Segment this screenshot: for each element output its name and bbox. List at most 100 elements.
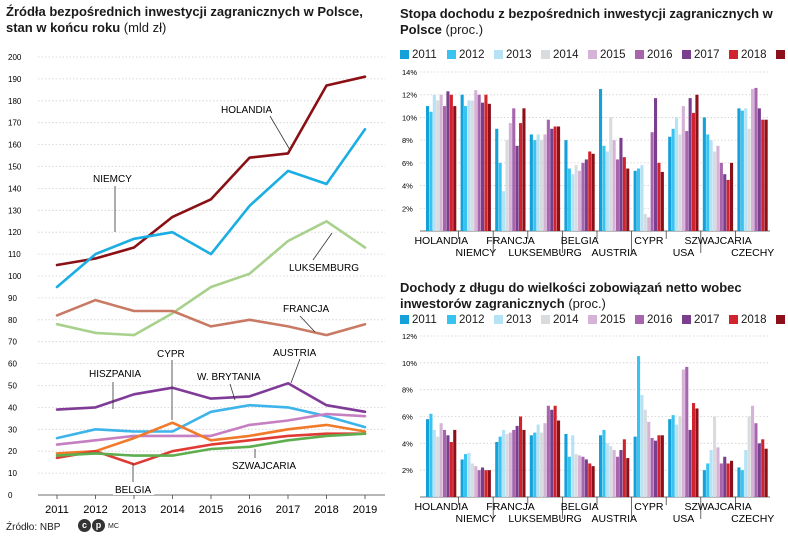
bar-2012-usa bbox=[671, 128, 675, 231]
y-tick-label: 12% bbox=[402, 332, 417, 341]
series-label-holandia: HOLANDIA bbox=[221, 105, 272, 116]
bar-2015-austria bbox=[612, 140, 616, 231]
bar-2016-belgia bbox=[581, 456, 585, 497]
bar-2018-austria bbox=[622, 157, 626, 231]
bar-2012-czechy bbox=[740, 470, 744, 497]
bar-2016-cypr bbox=[650, 132, 654, 231]
bar-2015-usa bbox=[681, 106, 685, 231]
y-tick-label: 30 bbox=[8, 425, 17, 434]
series-line-austria bbox=[55, 381, 367, 414]
bar-2011-francja bbox=[495, 441, 499, 497]
bar-2019-cypr bbox=[660, 435, 664, 497]
legend-label: 2012 bbox=[459, 49, 485, 61]
legend-swatch bbox=[588, 50, 597, 59]
bar-2011-niemcy bbox=[460, 94, 464, 232]
y-tick-label: 6% bbox=[402, 413, 413, 422]
bar-2018-usa bbox=[692, 403, 696, 497]
bar-2019-luksemburg bbox=[557, 126, 561, 231]
series-label-szwajcaria: SZWAJCARIA bbox=[232, 461, 296, 472]
bar-2015-belgia bbox=[578, 170, 582, 231]
bar-2012-luksemburg bbox=[533, 432, 537, 497]
bar-2012-cypr bbox=[637, 168, 641, 231]
bar-2017-szwajcaria bbox=[723, 456, 727, 497]
legend-label: 2015 bbox=[600, 314, 626, 326]
bar-2011-szwajcaria bbox=[702, 117, 706, 231]
legend-label: 2017 bbox=[694, 314, 720, 326]
bar-2015-holandia bbox=[439, 423, 443, 497]
y-tick-label: 20 bbox=[8, 447, 17, 456]
y-tick-label: 0 bbox=[8, 491, 13, 500]
bar-2011-luksemburg bbox=[529, 134, 533, 231]
bar-2018-czechy bbox=[761, 439, 765, 497]
top-right-chart-title-text: Stopa dochodu z bezpośrednich inwestycji… bbox=[400, 6, 773, 37]
legend-label: 2013 bbox=[506, 314, 532, 326]
bar-2014-holandia bbox=[436, 436, 440, 498]
bar-2015-czechy bbox=[751, 405, 755, 497]
bar-2012-belgia bbox=[567, 168, 571, 231]
bar-2016-luksemburg bbox=[546, 405, 550, 497]
label-background-luksemburg bbox=[287, 262, 353, 273]
bar-2015-francja bbox=[508, 432, 512, 497]
series-line-hiszpania bbox=[55, 412, 367, 446]
bar-2014-belgia bbox=[574, 165, 578, 231]
bottom-right-chart-title-text: Dochody z długu do wielkości zobowiązań … bbox=[400, 280, 742, 311]
x-tick-label: 2016 bbox=[237, 504, 261, 516]
bar-2015-francja bbox=[508, 123, 512, 231]
series-label-belgia: BELGIA bbox=[115, 485, 151, 496]
y-tick-label: 140 bbox=[8, 184, 22, 193]
bar-2018-luksemburg bbox=[553, 405, 557, 497]
legend-item-2016: 2016 bbox=[635, 313, 673, 327]
bar-2013-austria bbox=[605, 151, 609, 231]
legend-item-2013: 2013 bbox=[494, 48, 532, 62]
bar-2012-cypr bbox=[637, 356, 641, 498]
bar-2011-szwajcaria bbox=[702, 470, 706, 497]
legend-item-2015: 2015 bbox=[588, 48, 626, 62]
bar-2013-czechy bbox=[744, 108, 748, 231]
bar-2011-holandia bbox=[426, 419, 430, 497]
p-logo-icon: p bbox=[92, 519, 105, 532]
category-label-niemcy: NIEMCY bbox=[455, 513, 496, 525]
bar-2014-szwajcaria bbox=[713, 151, 717, 231]
leader-line-luksemburg bbox=[312, 232, 333, 261]
bottom-right-chart-title: Dochody z długu do wielkości zobowiązań … bbox=[400, 280, 780, 312]
bar-2013-francja bbox=[502, 429, 506, 497]
bar-2017-cypr bbox=[654, 440, 658, 497]
category-label-cypr: CYPR bbox=[634, 501, 664, 513]
bar-2018-usa bbox=[692, 112, 696, 231]
bar-2015-luksemburg bbox=[543, 423, 547, 497]
series-label-francja: FRANCJA bbox=[283, 304, 329, 315]
x-tick-label: 2014 bbox=[160, 504, 184, 516]
bar-2019-holandia bbox=[453, 429, 457, 497]
y-tick-label: 160 bbox=[8, 141, 22, 150]
series-label-luksemburg: LUKSEMBURG bbox=[289, 263, 359, 274]
x-tick-label: 2019 bbox=[353, 504, 377, 516]
y-tick-label: 12% bbox=[402, 91, 417, 100]
legend-item-2018: 2018 bbox=[729, 48, 767, 62]
bar-2017-francja bbox=[515, 145, 519, 231]
bar-2011-belgia bbox=[564, 433, 568, 497]
bar-2014-cypr bbox=[643, 409, 647, 497]
category-label-francja: FRANCJA bbox=[486, 501, 534, 513]
legend-label: 2015 bbox=[600, 49, 626, 61]
bar-2019-czechy bbox=[764, 448, 768, 497]
bar-2012-szwajcaria bbox=[706, 134, 710, 231]
bar-2012-holandia bbox=[429, 111, 433, 231]
bar-2017-niemcy bbox=[481, 467, 485, 497]
y-tick-label: 14% bbox=[402, 68, 417, 77]
y-tick-label: 80 bbox=[8, 316, 17, 325]
bar-2014-czechy bbox=[747, 128, 751, 231]
bar-2011-austria bbox=[599, 435, 603, 497]
legend-swatch bbox=[635, 315, 644, 324]
bar-2014-luksemburg bbox=[540, 432, 544, 497]
legend-item-2016: 2016 bbox=[635, 48, 673, 62]
legend-label: 2016 bbox=[647, 314, 673, 326]
source-note: Źródło: NBP bbox=[6, 522, 61, 533]
bar-2019-niemcy bbox=[487, 103, 491, 231]
category-label-szwajcaria: SZWAJCARIA bbox=[684, 501, 751, 513]
top-right-chart-title: Stopa dochodu z bezpośrednich inwestycji… bbox=[400, 6, 780, 38]
legend-swatch bbox=[400, 50, 409, 59]
legend-label: 2013 bbox=[506, 49, 532, 61]
label-background-belgia bbox=[113, 484, 155, 495]
category-label-luksemburg: LUKSEMBURG bbox=[508, 247, 582, 259]
legend-item-2011: 2011 bbox=[400, 48, 437, 62]
